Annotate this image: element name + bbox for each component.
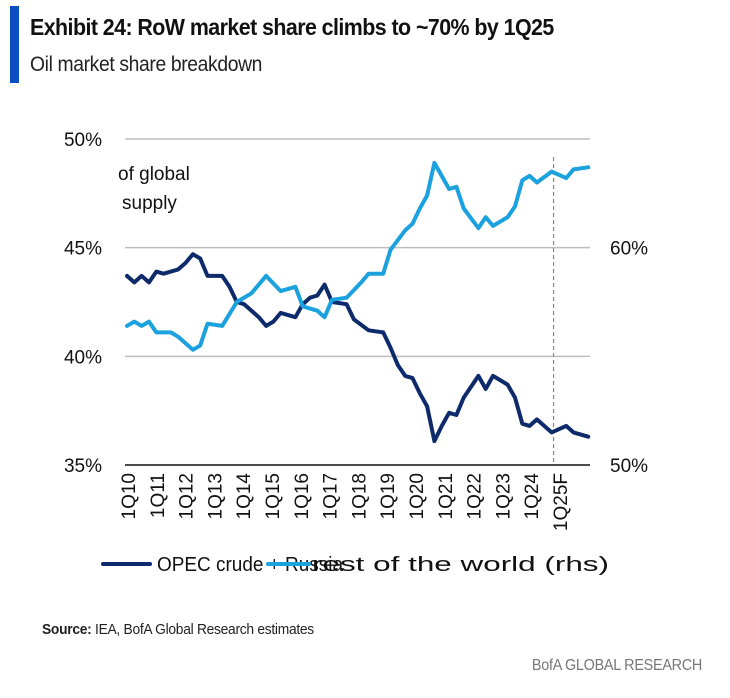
x-tick-label: 1Q15 <box>263 473 284 519</box>
x-tick-label: 1Q24 <box>522 473 543 520</box>
y-left-tick-label: 45% <box>64 239 102 260</box>
x-tick-label: 1Q11 <box>148 473 169 518</box>
y-right-tick-label: 50% <box>610 456 648 477</box>
x-tick-label: 1Q25F <box>551 473 572 531</box>
x-tick-label: 1Q16 <box>292 473 313 519</box>
x-tick-label: 1Q12 <box>177 473 198 519</box>
accent-bar <box>10 6 19 83</box>
annotation-text: supply <box>122 193 177 214</box>
x-tick-label: 1Q18 <box>349 473 370 519</box>
x-tick-label: 1Q14 <box>234 473 255 520</box>
y-right-tick-label: 60% <box>610 239 648 260</box>
x-tick-label: 1Q21 <box>436 473 457 519</box>
source-text: IEA, BofA Global Research estimates <box>91 621 314 638</box>
source-label: Source: <box>42 621 92 638</box>
x-tick-label: 1Q23 <box>493 473 514 519</box>
x-tick-label: 1Q20 <box>407 473 428 519</box>
y-left-tick-label: 40% <box>64 347 102 368</box>
chart-subtitle: Oil market share breakdown <box>30 53 263 76</box>
annotation-text: of global <box>118 164 190 185</box>
legend-label: OPEC crude + Russia <box>157 554 344 576</box>
x-tick-label: 1Q22 <box>465 473 486 519</box>
legend-label: rest of the world (rhs) <box>312 554 609 576</box>
x-tick-label: 1Q19 <box>378 473 399 519</box>
x-tick-label: 1Q13 <box>205 473 226 519</box>
chart-title: Exhibit 24: RoW market share climbs to ~… <box>30 14 554 40</box>
y-left-tick-label: 50% <box>64 130 102 151</box>
source-note: Source: IEA, BofA Global Research estima… <box>42 621 314 638</box>
y-left-tick-label: 35% <box>64 456 102 477</box>
x-tick-label: 1Q17 <box>321 473 342 519</box>
x-tick-label: 1Q10 <box>119 473 140 519</box>
brand-logo-text: BofA GLOBAL RESEARCH <box>531 657 702 674</box>
series-line-opec-russia <box>125 252 591 444</box>
